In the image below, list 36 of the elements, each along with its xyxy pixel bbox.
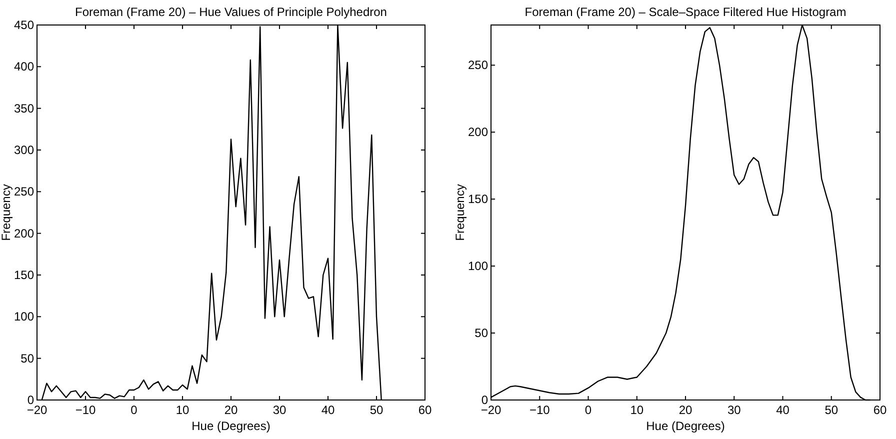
y-tick-label: 150 xyxy=(468,192,488,206)
y-axis-title: Frequency xyxy=(453,184,467,241)
y-tick-label: 300 xyxy=(14,143,34,157)
y-tick-label: 250 xyxy=(14,184,34,199)
x-tick-label: −10 xyxy=(529,403,550,417)
y-axis-title: Frequency xyxy=(0,184,13,241)
y-tick-label: 100 xyxy=(14,310,34,324)
x-tick-label: 30 xyxy=(272,403,286,417)
x-tick-label: 60 xyxy=(873,403,887,417)
chart-title: Foreman (Frame 20) – Scale–Space Filtered Hue Histogram xyxy=(524,5,846,19)
y-tick-label: 150 xyxy=(14,268,34,282)
y-tick-label: 100 xyxy=(468,259,488,274)
chart-title: Foreman (Frame 20) – Hue Values of Principle Polyhedron xyxy=(75,5,387,19)
y-tick-label: 50 xyxy=(474,326,488,340)
y-tick-label: 450 xyxy=(14,18,34,32)
x-tick-label: 10 xyxy=(176,403,190,417)
y-tick-label: 50 xyxy=(20,351,34,366)
y-tick-label: 200 xyxy=(468,125,488,140)
x-tick-label: 10 xyxy=(630,403,644,417)
y-tick-label: 350 xyxy=(14,101,34,116)
x-axis-title: Hue (Degrees) xyxy=(646,419,725,433)
x-tick-label: 30 xyxy=(727,403,742,417)
x-tick-label: 20 xyxy=(224,403,238,417)
x-tick-label: 20 xyxy=(678,403,692,417)
x-tick-label: 0 xyxy=(584,403,592,417)
x-tick-label: 50 xyxy=(824,403,838,417)
x-tick-label: 50 xyxy=(370,403,384,417)
x-axis-title: Hue (Degrees) xyxy=(192,419,270,433)
y-tick-label: 250 xyxy=(468,58,488,72)
x-tick-label: 60 xyxy=(418,403,432,417)
x-tick-label: 0 xyxy=(130,403,138,417)
x-tick-label: 40 xyxy=(321,403,335,417)
x-tick-label: 40 xyxy=(776,403,790,417)
y-tick-label: 200 xyxy=(14,226,34,240)
y-tick-label: 400 xyxy=(14,60,34,74)
x-tick-label: −10 xyxy=(75,403,96,417)
